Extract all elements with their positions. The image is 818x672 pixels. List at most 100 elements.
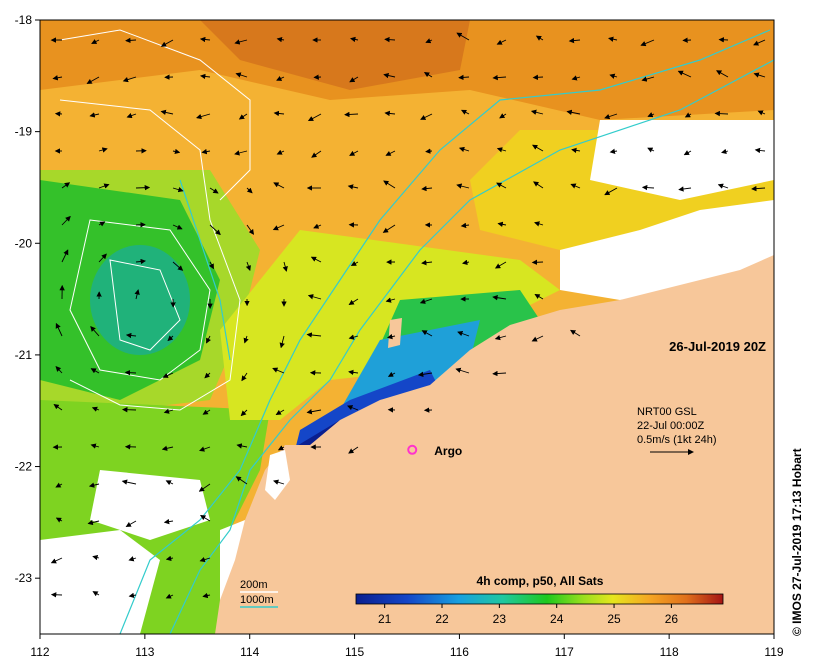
current-arrow-icon <box>243 335 249 344</box>
current-arrow-icon <box>421 185 433 192</box>
current-arrow-icon <box>641 184 655 191</box>
current-arrow-icon <box>754 147 766 154</box>
current-arrow-icon <box>753 72 766 78</box>
current-arrow-icon <box>460 109 470 115</box>
current-arrow-icon <box>163 518 174 525</box>
current-arrow-icon <box>716 70 729 78</box>
lat-tick-label: -21 <box>15 348 33 362</box>
current-arrow-icon <box>682 37 692 43</box>
current-arrow-icon <box>234 150 248 156</box>
current-arrow-icon <box>161 445 174 451</box>
current-info-line1: NRT00 GSL <box>637 406 697 418</box>
current-arrow-icon <box>348 298 359 305</box>
current-arrow-icon <box>570 329 581 337</box>
current-arrow-icon <box>608 36 618 42</box>
current-arrow-icon <box>349 76 359 83</box>
current-arrow-icon <box>128 592 137 599</box>
current-arrow-icon <box>384 36 396 43</box>
current-arrow-icon <box>122 76 137 83</box>
current-arrow-icon <box>571 147 581 154</box>
current-arrow-icon <box>348 446 359 454</box>
current-arrow-icon <box>496 147 507 153</box>
current-arrow-icon <box>202 409 211 415</box>
colorbar-ticks: 21 22 23 24 25 26 <box>378 604 678 626</box>
current-info-line3: 0.5m/s (1kt 24h) <box>637 434 716 446</box>
current-arrow-icon <box>387 371 396 377</box>
current-arrow-icon <box>135 184 151 191</box>
current-arrow-icon <box>456 183 470 189</box>
current-arrow-icon <box>307 113 322 122</box>
current-arrow-icon <box>90 326 100 337</box>
current-arrow-icon <box>160 39 174 47</box>
lon-tick-label: 118 <box>660 645 679 659</box>
current-arrow-icon <box>350 36 359 43</box>
current-arrow-icon <box>456 32 470 41</box>
current-arrow-icon <box>55 366 63 374</box>
current-arrow-icon <box>534 221 544 227</box>
current-arrow-icon <box>417 371 433 377</box>
current-arrow-icon <box>198 483 211 492</box>
current-arrow-icon <box>684 112 692 118</box>
current-arrow-icon <box>640 39 655 47</box>
current-info-line2: 22-Jul 00:00Z <box>637 420 705 432</box>
current-arrow-icon <box>98 147 108 153</box>
current-arrow-icon <box>61 249 69 263</box>
current-arrow-icon <box>571 75 581 81</box>
current-arrow-icon <box>172 148 181 155</box>
current-arrow-icon <box>61 215 71 226</box>
current-arrow-icon <box>496 39 507 45</box>
current-arrow-icon <box>385 150 396 156</box>
current-arrow-icon <box>234 39 248 45</box>
current-arrow-icon <box>714 110 729 117</box>
lat-tick-label: -23 <box>15 571 33 585</box>
current-arrow-icon <box>457 331 470 337</box>
current-arrow-icon <box>348 369 359 376</box>
current-arrow-icon <box>241 372 248 382</box>
colorbar-tick-label: 22 <box>435 612 449 626</box>
current-arrow-icon <box>535 35 544 41</box>
current-arrow-icon <box>307 294 322 300</box>
current-arrow-icon <box>383 180 396 189</box>
current-arrow-icon <box>98 221 106 227</box>
lon-tick-label: 119 <box>764 645 783 659</box>
current-arrow-icon <box>246 224 255 235</box>
colorbar-tick-label: 26 <box>665 612 679 626</box>
land <box>215 255 774 634</box>
current-arrow-icon <box>496 182 507 189</box>
current-arrow-icon <box>350 260 359 266</box>
current-arrow-icon <box>421 330 433 337</box>
current-arrow-icon <box>531 259 544 265</box>
map-frame <box>39 19 775 635</box>
current-arrow-icon <box>384 110 396 117</box>
lon-tick-label: 113 <box>135 645 154 659</box>
current-arrow-icon <box>609 148 618 155</box>
current-arrow-icon <box>279 335 285 349</box>
current-arrow-icon <box>235 476 248 485</box>
current-arrow-icon <box>499 113 507 119</box>
current-arrow-icon <box>98 183 110 189</box>
current-arrow-icon <box>458 74 470 81</box>
current-arrow-icon <box>121 479 137 485</box>
current-arrow-icon <box>276 36 285 43</box>
current-arrow-icon <box>494 335 507 341</box>
current-arrow-icon <box>532 74 544 81</box>
current-arrow-icon <box>383 72 396 79</box>
lon-tick-label: 117 <box>555 645 574 659</box>
colorbar-title: 4h comp, p50, All Sats <box>477 574 604 588</box>
current-arrow-icon <box>757 110 766 116</box>
lon-tick-label: 112 <box>30 645 49 659</box>
current-arrow-icon <box>423 72 433 78</box>
current-arrow-icon <box>235 72 248 78</box>
current-arrow-icon <box>533 181 544 189</box>
legend-1000m: 1000m <box>240 594 274 606</box>
current-arrow-icon <box>91 406 100 412</box>
current-arrow-icon <box>92 591 100 597</box>
current-arrow-icon <box>208 261 214 270</box>
current-arrow-icon <box>135 222 146 228</box>
current-arrow-icon <box>497 221 507 228</box>
current-arrow-icon <box>532 144 544 152</box>
current-arrow-icon <box>50 557 63 564</box>
current-arrow-icon <box>570 183 581 189</box>
current-arrow-icon <box>604 187 618 196</box>
